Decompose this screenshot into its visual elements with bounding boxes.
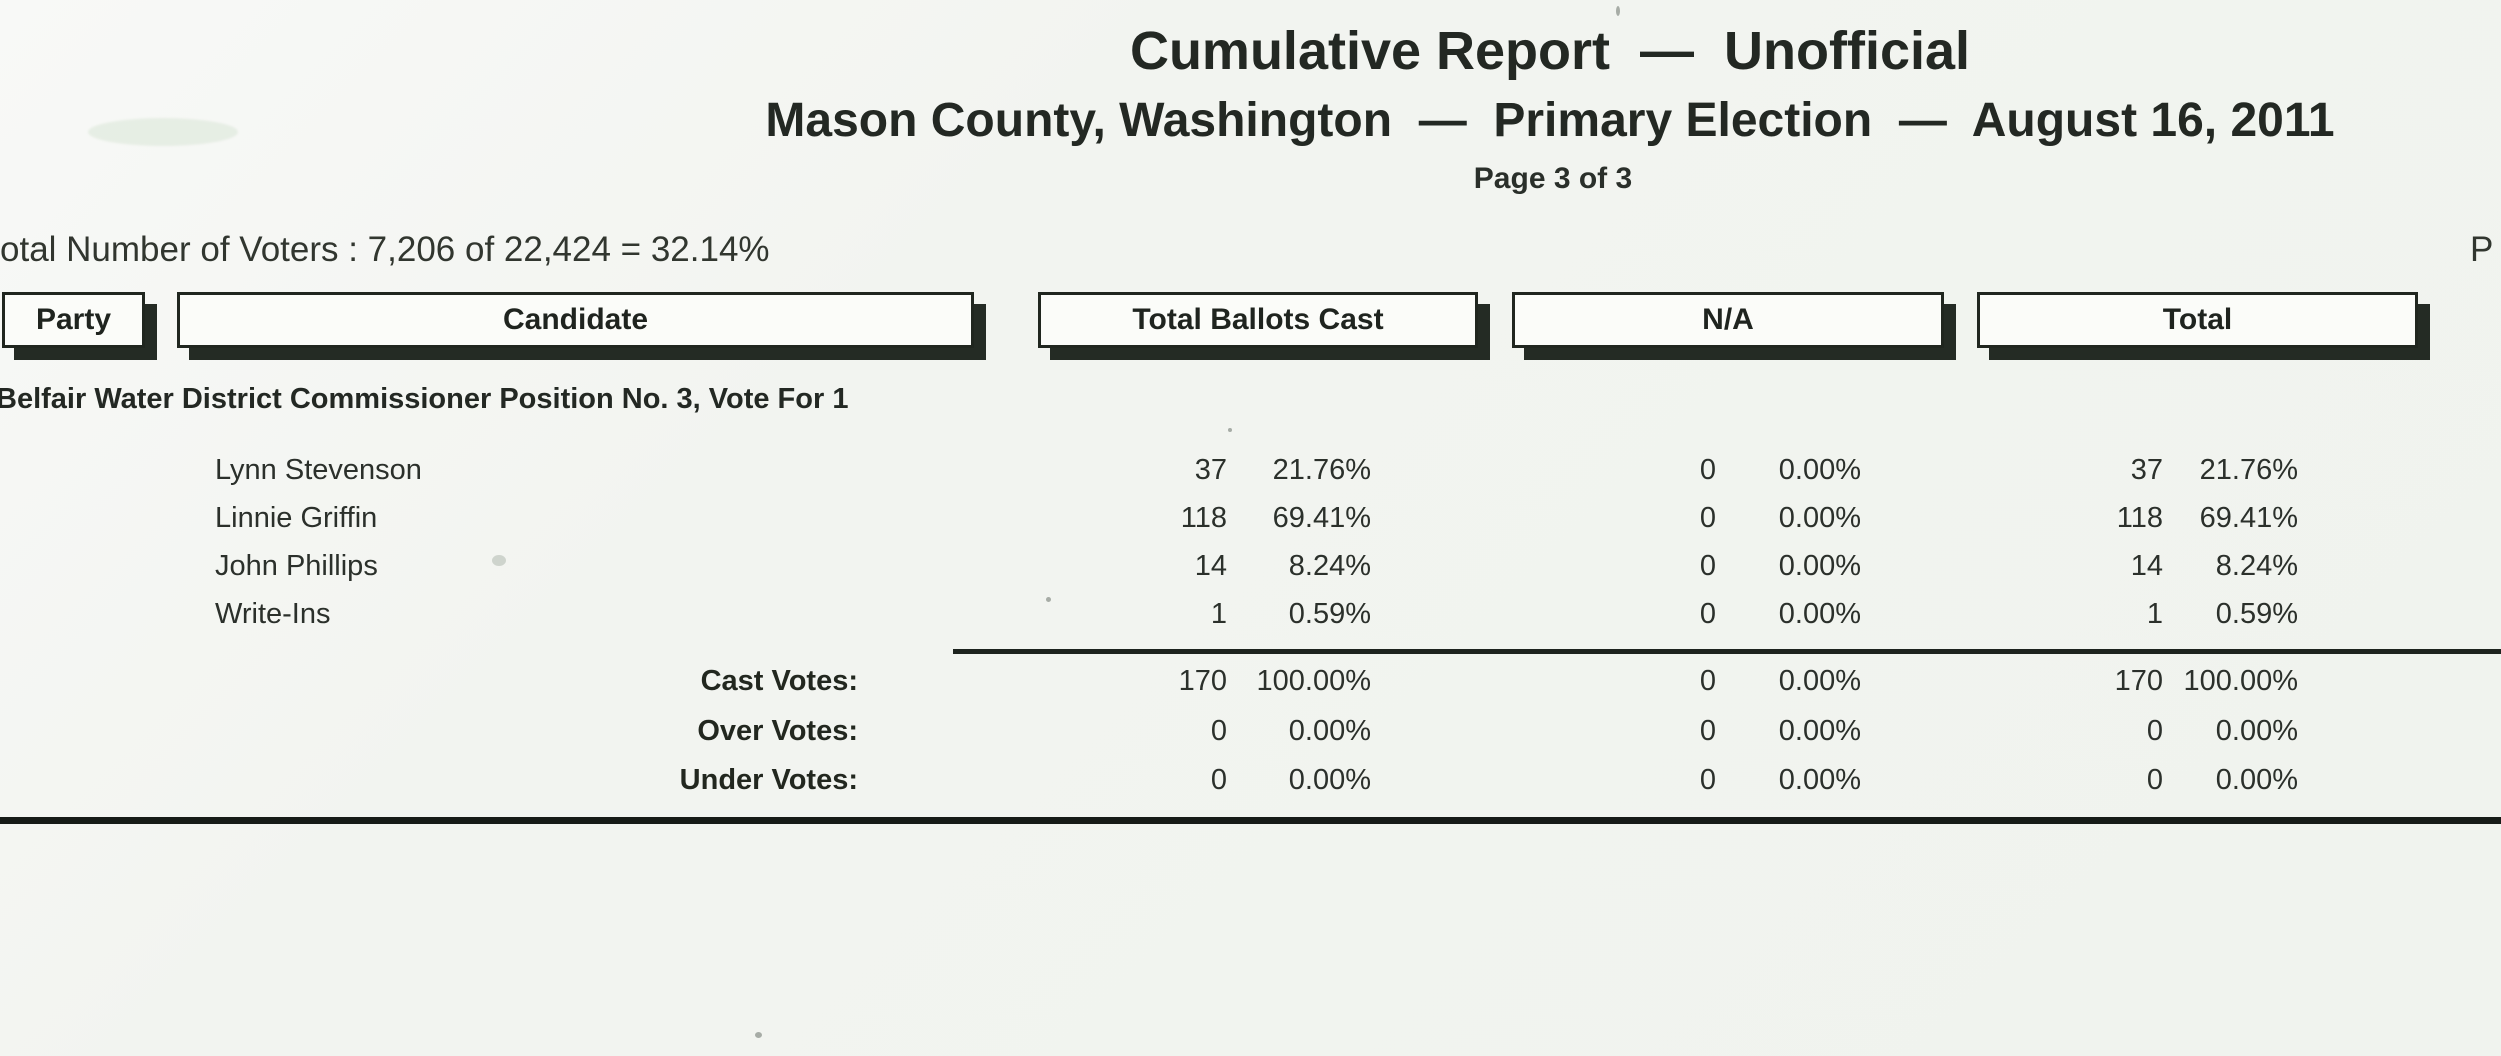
total-percent: 0.59% <box>2215 598 2298 630</box>
na-percent: 0.00% <box>1778 715 1861 747</box>
na-percent: 0.00% <box>1778 665 1861 697</box>
scan-speck <box>1228 428 1232 432</box>
tbc-percent: 69.41% <box>1272 502 1371 534</box>
na-count: 0 <box>1699 454 1716 486</box>
na-percent: 0.00% <box>1778 764 1861 796</box>
summary-label: Cast Votes: <box>700 665 858 697</box>
column-header-candidate: Candidate <box>177 292 974 348</box>
total-voters-line: otal Number of Voters : 7,206 of 22,424 … <box>0 230 770 269</box>
tbc-percent: 0.00% <box>1288 764 1371 796</box>
candidate-name: John Phillips <box>215 550 378 582</box>
total-count: 1 <box>2146 598 2163 630</box>
column-header-total-label: Total <box>2162 303 2233 336</box>
total-percent: 100.00% <box>2183 665 2299 697</box>
candidate-row: Write-Ins 1 0.59% 0 0.00% 1 0.59% <box>0 596 2501 632</box>
column-header-party: Party <box>2 292 145 348</box>
total-percent: 21.76% <box>2199 454 2298 486</box>
total-count: 170 <box>2114 665 2163 697</box>
total-percent: 0.00% <box>2215 715 2298 747</box>
total-percent: 0.00% <box>2215 764 2298 796</box>
tbc-percent: 8.24% <box>1288 550 1371 582</box>
candidate-row: Lynn Stevenson 37 21.76% 0 0.00% 37 21.7… <box>0 452 2501 488</box>
summary-row: Over Votes: 0 0.00% 0 0.00% 0 0.00% <box>0 713 2501 749</box>
na-count: 0 <box>1699 764 1716 796</box>
summary-label: Over Votes: <box>697 715 858 747</box>
tbc-percent: 0.59% <box>1288 598 1371 630</box>
page-indicator: Page 3 of 3 <box>1473 162 1633 195</box>
contest-title: Belfair Water District Commissioner Posi… <box>0 383 849 415</box>
tbc-count: 1 <box>1210 598 1227 630</box>
scan-speck <box>1046 597 1051 602</box>
candidate-row: John Phillips 14 8.24% 0 0.00% 14 8.24% <box>0 548 2501 584</box>
candidate-name: Linnie Griffin <box>215 502 378 534</box>
column-header-total-ballots-cast: Total Ballots Cast <box>1038 292 1478 348</box>
column-header-total: Total <box>1977 292 2418 348</box>
column-header-na-label: N/A <box>1702 303 1754 336</box>
tbc-count: 118 <box>1180 502 1227 534</box>
tbc-count: 170 <box>1178 665 1227 697</box>
total-count: 0 <box>2146 715 2163 747</box>
tbc-count: 14 <box>1194 550 1227 582</box>
tbc-count: 37 <box>1194 454 1227 486</box>
tbc-count: 0 <box>1210 715 1227 747</box>
na-percent: 0.00% <box>1778 598 1861 630</box>
na-count: 0 <box>1699 665 1716 697</box>
candidate-row: Linnie Griffin 118 69.41% 0 0.00% 118 69… <box>0 500 2501 536</box>
summary-divider-line <box>953 649 2501 654</box>
report-bottom-line <box>0 817 2501 824</box>
scan-speck <box>755 1032 762 1038</box>
summary-row: Cast Votes: 170 100.00% 0 0.00% 170 100.… <box>0 663 2501 699</box>
scan-smudge <box>88 118 238 146</box>
tbc-percent: 21.76% <box>1272 454 1371 486</box>
column-header-na: N/A <box>1512 292 1944 348</box>
na-percent: 0.00% <box>1778 454 1861 486</box>
report-title: Cumulative Report — Unofficial <box>1129 21 1971 81</box>
na-percent: 0.00% <box>1778 502 1861 534</box>
total-count: 0 <box>2146 764 2163 796</box>
na-count: 0 <box>1699 502 1716 534</box>
na-count: 0 <box>1699 715 1716 747</box>
column-header-party-label: Party <box>35 303 112 336</box>
report-subtitle: Mason County, Washington — Primary Elect… <box>765 94 2335 147</box>
tbc-count: 0 <box>1210 764 1227 796</box>
column-header-total-ballots-cast-label: Total Ballots Cast <box>1132 303 1384 336</box>
total-percent: 8.24% <box>2215 550 2298 582</box>
na-count: 0 <box>1699 550 1716 582</box>
candidate-name: Write-Ins <box>215 598 331 630</box>
na-count: 0 <box>1699 598 1716 630</box>
tbc-percent: 100.00% <box>1256 665 1372 697</box>
summary-label: Under Votes: <box>679 764 858 796</box>
clipped-right-text: P <box>2470 230 2494 269</box>
total-count: 118 <box>2116 502 2163 534</box>
summary-row: Under Votes: 0 0.00% 0 0.00% 0 0.00% <box>0 762 2501 798</box>
tbc-percent: 0.00% <box>1288 715 1371 747</box>
column-header-candidate-label: Candidate <box>502 303 649 336</box>
scan-speck <box>492 555 506 566</box>
scan-speck <box>1616 6 1620 16</box>
na-percent: 0.00% <box>1778 550 1861 582</box>
total-count: 37 <box>2130 454 2163 486</box>
candidate-name: Lynn Stevenson <box>215 454 422 486</box>
total-percent: 69.41% <box>2199 502 2298 534</box>
total-count: 14 <box>2130 550 2163 582</box>
